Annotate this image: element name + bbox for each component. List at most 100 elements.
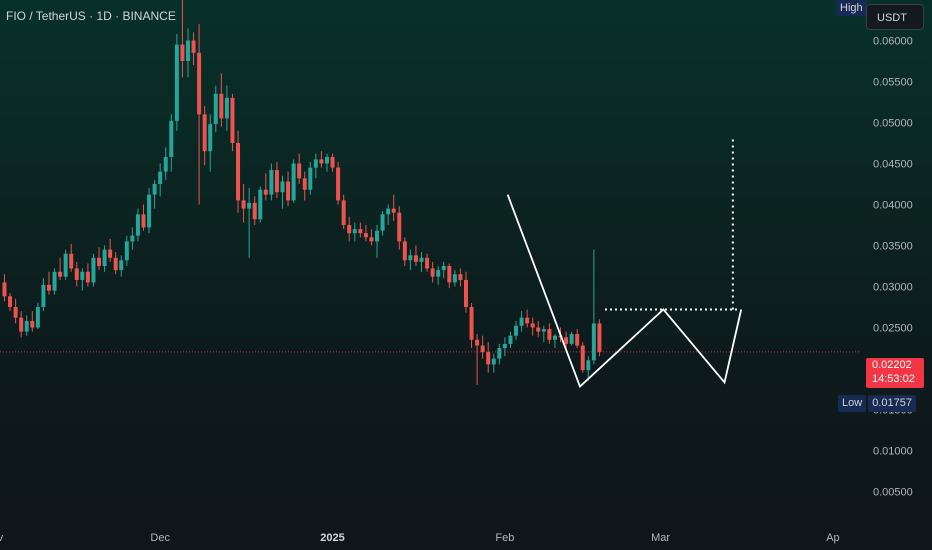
candle-body — [447, 266, 452, 283]
candle-body — [547, 329, 552, 340]
candle — [475, 334, 480, 385]
candle-body — [430, 268, 435, 277]
candle — [224, 85, 229, 131]
candle — [80, 268, 85, 291]
candle — [286, 171, 291, 207]
candle — [197, 24, 202, 205]
price-tick-label: 0.04500 — [873, 159, 913, 171]
candle-body — [324, 156, 329, 164]
candle — [2, 274, 7, 302]
candle-body — [8, 296, 13, 307]
candle-body — [141, 214, 146, 228]
candle-body — [313, 159, 318, 168]
candle — [541, 325, 546, 343]
last-price-value: 0.02202 — [872, 359, 912, 371]
candle-body — [191, 40, 196, 53]
candle-body — [174, 44, 179, 121]
candle-body — [80, 271, 85, 280]
candle — [347, 216, 352, 242]
candle-body — [469, 307, 474, 340]
candle — [91, 253, 96, 287]
candle — [519, 311, 524, 332]
candle-body — [74, 268, 79, 280]
candle — [141, 204, 146, 231]
candle — [13, 298, 18, 324]
price-tick-label: 0.03500 — [873, 241, 913, 253]
time-tick-label: 2025 — [320, 532, 344, 544]
candle — [52, 268, 57, 295]
candle — [69, 243, 74, 272]
candle — [375, 225, 380, 258]
candle-body — [519, 317, 524, 326]
candle-body — [452, 274, 457, 283]
candles-layer — [2, 0, 602, 385]
candle — [363, 225, 368, 242]
price-tick-label: 0.03000 — [873, 282, 913, 294]
candle — [336, 161, 341, 205]
candle — [330, 153, 335, 172]
candle — [597, 319, 602, 357]
candle — [35, 302, 40, 330]
time-tick-label: Feb — [495, 532, 514, 544]
candle-body — [113, 257, 118, 271]
candle — [24, 315, 29, 336]
candle — [302, 171, 307, 201]
candle — [258, 186, 263, 223]
low-value: 0.01757 — [868, 395, 916, 412]
candle — [358, 222, 363, 238]
candle-body — [575, 334, 580, 346]
candle-body — [97, 257, 102, 266]
candle — [491, 353, 496, 373]
candle-body — [269, 170, 274, 195]
candle-body — [514, 325, 519, 336]
candle — [97, 247, 102, 271]
time-axis: Nov Dec 2025 Feb Mar Ap — [0, 532, 840, 544]
candle-body — [564, 337, 569, 344]
candle — [46, 271, 51, 295]
candle-body — [369, 237, 374, 242]
time-tick-label: Dec — [150, 532, 170, 544]
candle — [319, 151, 324, 168]
candle-body — [30, 320, 35, 328]
candle — [580, 342, 585, 373]
candle-body — [152, 184, 157, 195]
candle-body — [247, 202, 252, 209]
candle — [174, 33, 179, 131]
candle-body — [408, 255, 413, 261]
candle-body — [158, 171, 163, 184]
candle — [386, 204, 391, 225]
candle-body — [46, 284, 51, 291]
candle — [135, 208, 140, 242]
candle — [536, 320, 541, 338]
candle — [463, 271, 468, 313]
price-tick-label: 0.05500 — [873, 77, 913, 89]
candle-body — [208, 124, 213, 152]
last-price-badge: 0.02202 14:53:02 — [866, 358, 924, 388]
w-pattern-line[interactable] — [506, 194, 743, 389]
candle — [30, 311, 35, 332]
candle — [591, 249, 596, 365]
price-tick-label: 0.05000 — [873, 118, 913, 130]
currency-selector[interactable]: USDT — [866, 4, 924, 30]
candle-body — [319, 159, 324, 164]
candle-body — [580, 345, 585, 371]
candle-body — [341, 200, 346, 225]
low-badge: Low 0.01757 — [838, 395, 916, 412]
candle-body — [124, 241, 129, 261]
candle — [252, 196, 257, 225]
candle — [486, 342, 491, 373]
candle — [263, 173, 268, 201]
candle-body — [397, 212, 402, 242]
candle-body — [69, 253, 74, 269]
candle — [297, 153, 302, 184]
candle — [508, 331, 513, 348]
candle-body — [463, 279, 468, 307]
candle-body — [597, 323, 602, 353]
price-tick-label: 0.04000 — [873, 200, 913, 212]
candle-body — [436, 270, 441, 277]
low-label: Low — [838, 395, 867, 412]
candle — [369, 229, 374, 246]
candle-body — [363, 233, 368, 238]
